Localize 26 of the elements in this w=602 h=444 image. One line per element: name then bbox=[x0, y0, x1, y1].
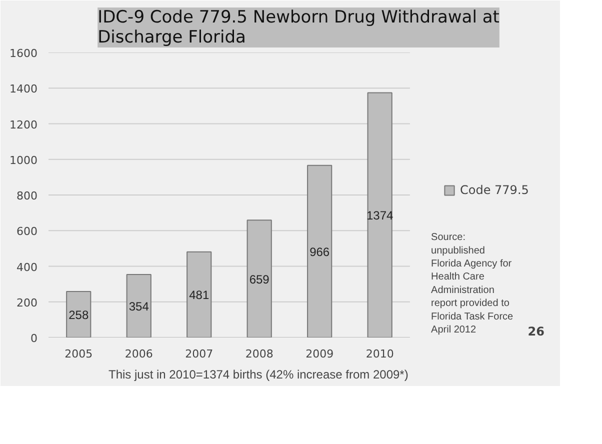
y-tick-label: 600 bbox=[16, 225, 38, 238]
x-tick-label: 2008 bbox=[245, 348, 274, 360]
x-tick-label: 2006 bbox=[124, 348, 153, 360]
y-tick-label: 1000 bbox=[10, 154, 38, 167]
chart-title: IDC-9 Code 779.5 Newborn Drug Withdrawal at Discharge Florida bbox=[98, 8, 500, 48]
y-tick-label: 800 bbox=[16, 190, 38, 202]
x-tick-label: 2010 bbox=[366, 348, 394, 360]
y-tick-label: 0 bbox=[30, 332, 38, 345]
text: 26 bbox=[528, 324, 545, 338]
legend-label: Code 779.5 bbox=[460, 183, 529, 197]
y-tick-label: 200 bbox=[16, 296, 38, 310]
source-note: Source: unpublished Florida Agency for Health Care Administration report provided to Florida Task Force April 2012 bbox=[431, 232, 514, 336]
data-label: 354 bbox=[128, 299, 150, 314]
data-label: 966 bbox=[310, 244, 330, 259]
x-tick-label: 2009 bbox=[306, 348, 334, 360]
y-tick-label: 1600 bbox=[10, 47, 38, 60]
y-tick-label: 1200 bbox=[10, 118, 38, 132]
text: This just in 2010=1374 births (42% increase from 2009*) bbox=[108, 368, 408, 382]
data-label: 481 bbox=[189, 288, 210, 302]
y-tick-label: 400 bbox=[16, 260, 38, 274]
data-label: 258 bbox=[68, 308, 89, 322]
x-tick-label: 2007 bbox=[185, 348, 214, 360]
x-tick-label: 2005 bbox=[64, 348, 93, 360]
data-label: 1374 bbox=[366, 208, 394, 223]
y-tick-label: 1400 bbox=[10, 82, 38, 96]
data-label: 659 bbox=[249, 272, 270, 286]
